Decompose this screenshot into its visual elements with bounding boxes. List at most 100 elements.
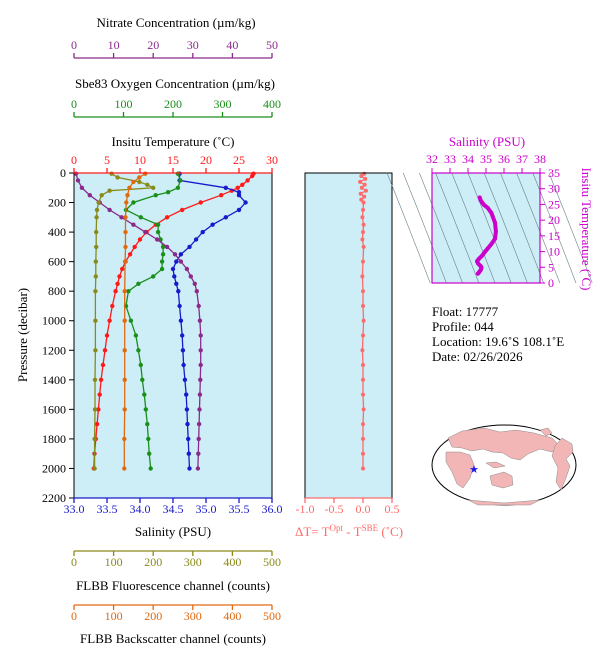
oxygen-point [128,318,134,323]
ts-point [485,205,490,210]
pressure-tick-label: 200 [48,196,66,210]
fluorescence-point [107,188,112,193]
backscatter-point [122,466,127,471]
temperature-point [113,289,118,294]
fluorescence-point [137,179,142,185]
delta-t-label-opt: Opt [330,523,344,533]
fluorescence-point [92,377,98,382]
float-info: Float: 17777 Profile: 044 Location: 19.6… [432,304,564,364]
temperature-point [117,274,122,279]
salinity-point [185,421,190,427]
temperature-point [198,200,203,205]
delta-t-point [361,304,365,308]
salinity-point [172,274,177,279]
delta-t-point [361,422,365,427]
ts-density-contours [386,172,593,284]
ts-contour-line [419,172,463,284]
oxygen-profile-line [124,173,182,469]
profile-date: Date: 02/26/2026 [432,349,523,364]
delta-t-point [361,244,366,249]
nitrate-point [198,362,203,368]
ts-x-tick-label: 37 [516,152,528,166]
axis-tick-label: 400 [223,555,241,569]
ts-point [483,249,488,254]
fluorescence-point [93,274,99,279]
ts-y-tick-label: 25 [548,197,560,211]
profile-plot-area [74,173,272,498]
ts-plot-area [432,173,540,283]
nitrate-point [198,333,203,338]
backscatter-axis: 0 100 200 300 400 500 [71,604,281,623]
backscatter-point [137,175,142,180]
nitrate-point [155,237,160,242]
ts-salinity-axis: 32 33 34 35 36 37 38 [426,152,546,173]
temperature-point [137,237,143,242]
nitrate-point [194,289,199,294]
axis-tick-label: -0.5 [325,502,344,516]
oxygen-point [148,466,153,471]
axis-tick-label: 35.0 [196,502,217,516]
fluorescence-point [92,407,98,412]
profile-series-layer [73,171,256,471]
axis-tick-label: -1.0 [296,502,315,516]
delta-t-panel: -1.0 -0.5 0.0 0.5 ΔT= TOpt - TSBE (˚C) [295,171,403,539]
land-australia [489,471,514,489]
pressure-tick-label: 800 [48,284,66,298]
nitrate-point [75,178,81,183]
nitrate-point [198,348,203,353]
salinity-point [243,200,248,205]
salinity-axis: 33.0 33.5 34.0 34.5 35.0 35.5 36.0 [64,497,283,516]
pressure-tick-label: 1200 [42,343,66,357]
ts-y-tick-label: 5 [548,260,554,274]
backscatter-point [125,193,130,198]
oxygen-point [142,392,147,397]
nitrate-point [192,281,197,286]
nitrate-point [178,259,184,264]
delta-t-point [363,188,368,193]
oxygen-axis: 0 100 200 300 400 [71,97,281,118]
fluorescence-point [151,185,156,190]
axis-tick-label: 10 [108,38,120,52]
axis-tick-label: 400 [223,609,241,623]
delta-t-point [361,333,365,338]
temperature-point [96,407,101,412]
temperature-point [245,178,250,183]
backscatter-point [123,215,128,220]
ts-contour-line [386,172,431,284]
oxygen-point [126,289,131,294]
fluorescence-point [94,215,99,220]
temperature-point [164,215,170,220]
backscatter-point [124,200,129,205]
ts-contour-line [402,172,447,284]
ts-salinity-axis-label: Salinity (PSU) [449,134,525,149]
pressure-tick-label: 1800 [42,432,66,446]
salinity-point [187,466,192,471]
nitrate-point [197,318,203,323]
delta-t-point [361,466,365,471]
ts-point [489,242,494,246]
oxygen-point [136,348,141,353]
backscatter-axis-label: FLBB Backscatter channel (counts) [80,631,266,646]
fluorescence-point [94,229,99,235]
temperature-point [180,207,185,213]
temperature-point [94,421,100,427]
delta-t-point [361,407,366,412]
ts-contour-line [532,172,577,284]
nitrate-point [143,229,148,235]
fluorescence-point [96,200,101,205]
nitrate-point [197,392,203,397]
delta-t-point [359,185,364,190]
temperature-point [97,392,102,397]
salinity-point [178,318,184,323]
delta-t-point [361,363,365,367]
ts-y-tick-label: 35 [548,166,560,180]
profile-panel: 0 200 400 600 800 1000 1200 1400 1600 1800 2000 220… [15,166,273,505]
fluorescence-axis: 0 100 200 300 400 500 [71,550,281,569]
axis-tick-label: 25 [233,153,245,167]
backscatter-point [122,318,127,323]
fluorescence-point [94,207,100,213]
salinity-point [180,333,185,338]
oxygen-point [160,244,166,250]
ts-x-tick-label: 32 [426,152,438,166]
nitrate-point [197,407,202,412]
